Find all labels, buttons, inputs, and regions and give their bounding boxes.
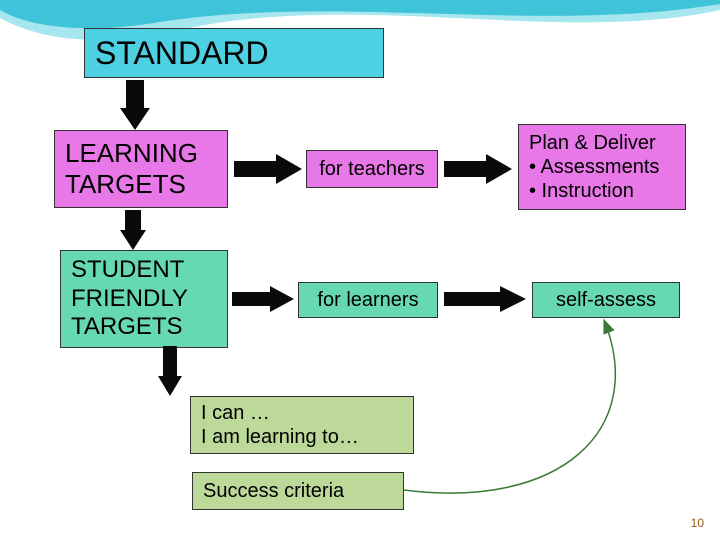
arrow-right-1 xyxy=(234,154,302,184)
arrow-down-2 xyxy=(120,210,146,250)
arrow-right-4 xyxy=(444,286,526,312)
node-self-assess: self-assess xyxy=(532,282,680,318)
i-can-line1: I can … xyxy=(201,401,403,425)
node-success-criteria: Success criteria xyxy=(192,472,404,510)
node-standard: STANDARD xyxy=(84,28,384,78)
learning-targets-line2: TARGETS xyxy=(65,169,217,200)
arrow-down-1 xyxy=(120,80,150,130)
arrow-right-2 xyxy=(444,154,512,184)
plan-deliver-line3: • Instruction xyxy=(529,179,675,203)
node-for-learners: for learners xyxy=(298,282,438,318)
learning-targets-line1: LEARNING xyxy=(65,138,217,169)
i-can-line2: I am learning to… xyxy=(201,425,403,449)
student-friendly-line3: TARGETS xyxy=(71,313,217,342)
plan-deliver-line1: Plan & Deliver xyxy=(529,131,675,155)
for-learners-label: for learners xyxy=(317,288,418,312)
arrow-down-3 xyxy=(158,346,182,396)
plan-deliver-line2: • Assessments xyxy=(529,155,675,179)
node-i-can: I can … I am learning to… xyxy=(190,396,414,454)
student-friendly-line2: FRIENDLY xyxy=(71,285,217,314)
student-friendly-line1: STUDENT xyxy=(71,256,217,285)
page-number: 10 xyxy=(691,516,704,530)
arrow-right-3 xyxy=(232,286,294,312)
standard-label: STANDARD xyxy=(95,34,373,72)
node-plan-deliver: Plan & Deliver • Assessments • Instructi… xyxy=(518,124,686,210)
node-learning-targets: LEARNING TARGETS xyxy=(54,130,228,208)
node-student-friendly: STUDENT FRIENDLY TARGETS xyxy=(60,250,228,348)
for-teachers-label: for teachers xyxy=(319,157,425,181)
success-criteria-label: Success criteria xyxy=(203,479,393,503)
node-for-teachers: for teachers xyxy=(306,150,438,188)
self-assess-label: self-assess xyxy=(556,288,656,312)
